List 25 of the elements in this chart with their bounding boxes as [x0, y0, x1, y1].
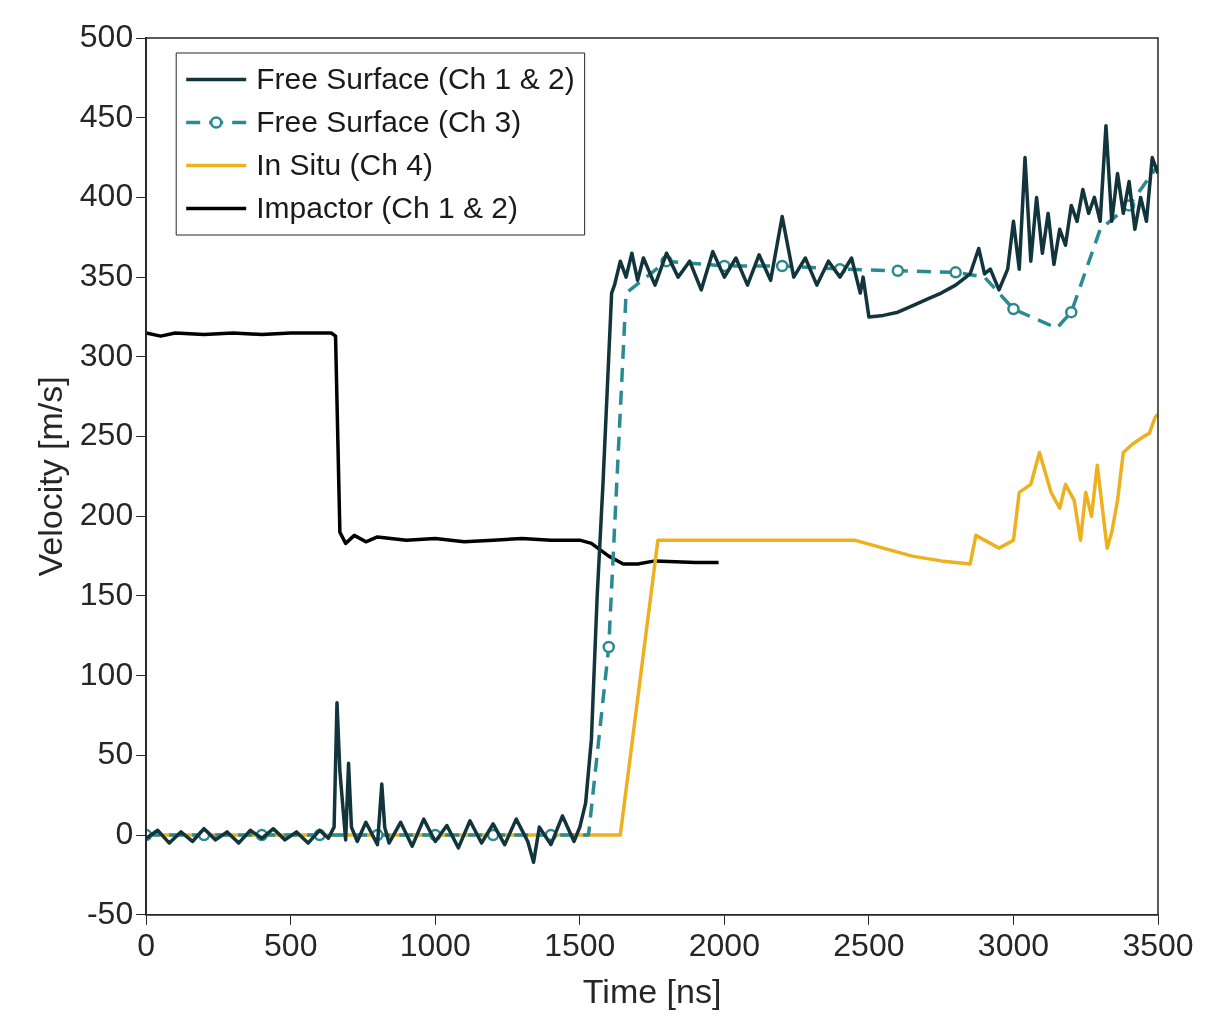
legend-label: In Situ (Ch 4)	[256, 147, 433, 181]
x-tick-label: 3500	[1122, 926, 1194, 963]
y-tick-label: 400	[79, 177, 134, 214]
x-tick-label: 1000	[399, 926, 471, 963]
y-tick-label: 250	[79, 416, 134, 453]
y-tick-label: 150	[79, 575, 134, 612]
y-tick-label: 300	[79, 336, 134, 373]
x-tick-label: 2500	[833, 926, 905, 963]
y-tick-label: -50	[86, 894, 134, 931]
y-tick-label: 50	[97, 735, 134, 772]
y-tick-label: 450	[79, 97, 134, 134]
x-tick-label: 1500	[544, 926, 616, 963]
legend-label: Free Surface (Ch 1 & 2)	[256, 61, 575, 95]
x-tick-label: 3000	[977, 926, 1050, 963]
y-tick-label: 100	[79, 655, 134, 692]
legend-label: Impactor (Ch 1 & 2)	[256, 190, 518, 224]
y-tick-label: 500	[79, 17, 134, 54]
legend-label: Free Surface (Ch 3)	[256, 104, 522, 138]
x-tick-label: 500	[264, 926, 318, 963]
y-axis-title: Velocity [m/s]	[30, 376, 69, 577]
y-tick-label: 200	[79, 496, 134, 533]
y-tick-label: 0	[115, 814, 134, 851]
x-tick-label: 2000	[688, 926, 760, 963]
x-axis-title: Time [ns]	[582, 971, 722, 1010]
y-tick-label: 350	[79, 256, 134, 293]
